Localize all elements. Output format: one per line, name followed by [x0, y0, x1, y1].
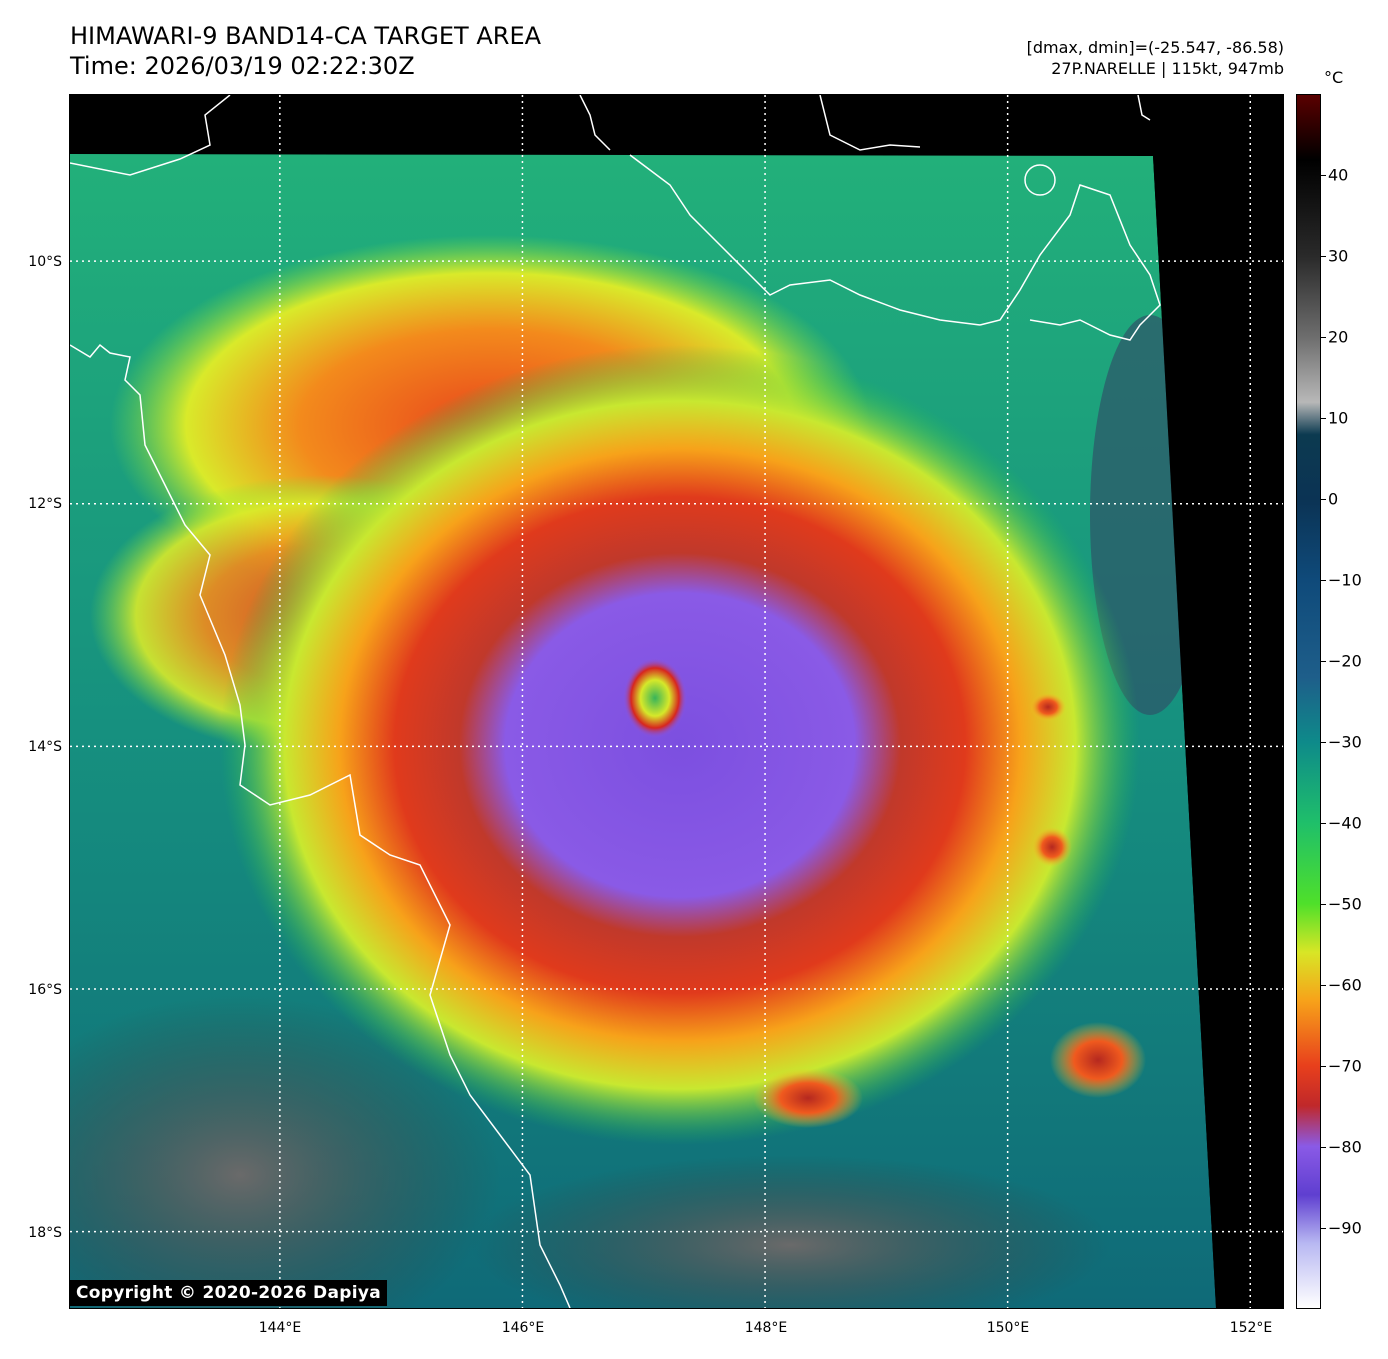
colorbar-tick-mark — [1321, 1228, 1326, 1229]
colorbar-tick-label: −40 — [1328, 813, 1362, 833]
colorbar-tick-mark — [1321, 499, 1326, 500]
satellite-image — [70, 95, 1283, 1308]
colorbar-tick-mark — [1321, 742, 1326, 743]
lon-label-148e: 148°E — [744, 1320, 788, 1336]
colorbar-tick-mark — [1321, 985, 1326, 986]
image-title: HIMAWARI-9 BAND14-CA TARGET AREA — [70, 22, 542, 50]
lon-label-150e: 150°E — [986, 1320, 1030, 1336]
colorbar-tick-mark — [1321, 580, 1326, 581]
colorbar-tick-mark — [1321, 418, 1326, 419]
colorbar-tick-mark — [1321, 337, 1326, 338]
lon-label-152e: 152°E — [1229, 1320, 1273, 1336]
colorbar-tick-mark — [1321, 1147, 1326, 1148]
colorbar-tick-mark — [1321, 904, 1326, 905]
lon-label-146e: 146°E — [501, 1320, 545, 1336]
colorbar — [1296, 94, 1321, 1309]
lat-label-10s: 10°S — [28, 254, 62, 270]
temperature-range-info: [dmax, dmin]=(-25.547, -86.58) — [1026, 38, 1284, 57]
lat-label-16s: 16°S — [28, 982, 62, 998]
storm-info: 27P.NARELLE | 115kt, 947mb — [1051, 59, 1284, 78]
copyright-notice: Copyright © 2020-2026 Dapiya — [70, 1280, 387, 1306]
colorbar-tick-mark — [1321, 1066, 1326, 1067]
colorbar-tick-label: 10 — [1328, 408, 1349, 428]
colorbar-tick-label: 30 — [1328, 246, 1349, 266]
colorbar-tick-label: 0 — [1328, 489, 1339, 509]
colorbar-tick-mark — [1321, 661, 1326, 662]
colorbar-tick-mark — [1321, 256, 1326, 257]
colorbar-tick-label: 20 — [1328, 327, 1349, 347]
colorbar-tick-mark — [1321, 823, 1326, 824]
lat-label-14s: 14°S — [28, 739, 62, 755]
colorbar-tick-label: −30 — [1328, 732, 1362, 752]
colorbar-unit: °C — [1324, 68, 1344, 87]
colorbar-tick-label: −60 — [1328, 975, 1362, 995]
colorbar-tick-label: −50 — [1328, 894, 1362, 914]
colorbar-tick-label: −70 — [1328, 1056, 1362, 1076]
image-timestamp: Time: 2026/03/19 02:22:30Z — [70, 52, 415, 80]
lon-label-144e: 144°E — [258, 1320, 302, 1336]
satellite-map — [69, 94, 1284, 1309]
colorbar-tick-mark — [1321, 175, 1326, 176]
lat-label-12s: 12°S — [28, 496, 62, 512]
colorbar-tick-label: −10 — [1328, 570, 1362, 590]
colorbar-tick-label: 40 — [1328, 165, 1349, 185]
colorbar-tick-label: −20 — [1328, 651, 1362, 671]
colorbar-tick-label: −80 — [1328, 1137, 1362, 1157]
lat-label-18s: 18°S — [28, 1225, 62, 1241]
colorbar-tick-label: −90 — [1328, 1218, 1362, 1238]
